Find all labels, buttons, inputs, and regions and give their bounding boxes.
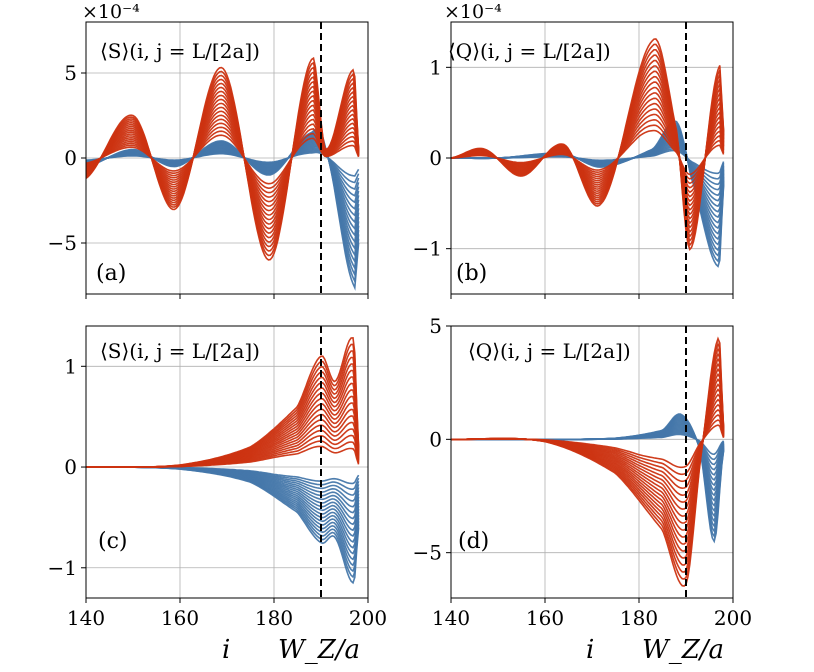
panel-d-xtick-label: 160 [526, 606, 564, 630]
panel-a-frame [85, 21, 369, 295]
panel-b-annotation: ⟨Q⟩(i, j = L/[2a]) [448, 39, 611, 63]
panel-d-red-curve [451, 357, 725, 559]
panel-a-annotation: ⟨S⟩(i, j = L/[2a]) [100, 39, 260, 63]
panel-a-red-curve [86, 61, 360, 257]
panel-d-red-curve [451, 352, 725, 566]
panel-a-ytick-label: 0 [64, 146, 77, 170]
panel-a-red-curve [86, 71, 360, 248]
panel-d-annotation: ⟨Q⟩(i, j = L/[2a]) [468, 339, 631, 363]
panel-a-red-curve [86, 118, 360, 203]
panel-c-frame [85, 325, 369, 599]
panel-b-ytick-label: −1 [413, 237, 442, 261]
panel-d-frame [450, 325, 734, 599]
panel-c-red-curve [86, 356, 360, 468]
panel-d-label: (d) [458, 529, 489, 554]
panel-a-red-curve [86, 113, 360, 207]
panel-b-curves [451, 38, 725, 268]
panel-a-red-curve [86, 130, 360, 190]
panel-a-red-curve [86, 122, 360, 198]
panel-a-blue-curve [86, 128, 360, 291]
panel-a-blue-curve [86, 147, 360, 197]
panel-b-label: (b) [456, 261, 487, 286]
panel-c-annotation: ⟨S⟩(i, j = L/[2a]) [100, 339, 260, 363]
panel-c-label: (c) [98, 529, 128, 554]
panel-a-red-curve [86, 109, 360, 212]
panel-c-ytick-label: −1 [48, 556, 77, 580]
panel-c-red-curve [86, 389, 360, 468]
panel-c-ytick-label: 1 [64, 354, 77, 378]
panel-c-xtick-label: 200 [349, 606, 387, 630]
panel-d-red-curve [451, 346, 725, 573]
panel-d-red-curve [451, 336, 725, 587]
panel-c-xtick-label: 140 [67, 606, 105, 630]
panel-a-label: (a) [96, 261, 126, 286]
panel-a-red-curve [86, 94, 360, 225]
panel-b-scale-label: ×10⁻⁴ [444, 1, 502, 23]
panel-c-curves [86, 337, 360, 585]
panel-a-red-curve [86, 85, 360, 234]
panel-d-xtick-label: 140 [432, 606, 470, 630]
panel-d: 140 160 180 200 −5 0 5 ⟨Q⟩(i, j = L/[2a]) (d) [413, 314, 753, 630]
panel-c-red-curve [86, 350, 360, 468]
panel-a-red-curve [86, 80, 360, 239]
panel-c-red-curve [86, 337, 360, 468]
panel-d-ytick-label: 0 [429, 427, 442, 451]
panel-c-xtick-label: 160 [161, 606, 199, 630]
panel-c-red-curve [86, 376, 360, 468]
x-axis-label-wz-right: W_Z/a [642, 635, 724, 665]
panel-b-ytick-label: 1 [429, 55, 442, 79]
x-axis-label-i-right: i [586, 635, 594, 665]
panel-a-red-curve [86, 126, 360, 194]
panel-c: 140 160 180 200 −1 0 1 ⟨S⟩(i, j = L/[2a]) (c) [48, 325, 387, 630]
panel-d-ytick-label: 5 [429, 314, 442, 338]
panel-b: −1 0 1 ×10⁻⁴ ⟨Q⟩(i, j = L/[2a]) (b) [413, 1, 734, 299]
panel-a-curves [86, 56, 360, 291]
panel-b-frame [450, 21, 734, 295]
panel-a-blue-curve [86, 146, 360, 204]
panel-a: −5 0 5 ×10⁻⁴ ⟨S⟩(i, j = L/[2a]) (a) [48, 1, 369, 299]
panel-d-xtick-label: 200 [714, 606, 752, 630]
panel-a-red-curve [86, 104, 360, 216]
panel-a-red-curve [86, 66, 360, 252]
panel-a-scale-label: ×10⁻⁴ [82, 1, 140, 23]
panel-b-ytick-label: 0 [429, 146, 442, 170]
panel-d-curves [451, 336, 725, 587]
panel-a-red-curve [86, 75, 360, 243]
panel-a-ytick-label: −5 [48, 231, 77, 255]
panel-d-ytick-label: −5 [413, 541, 442, 565]
panel-a-red-curve [86, 99, 360, 221]
x-axis-label-wz-left: W_Z/a [278, 635, 360, 665]
panel-c-ytick-label: 0 [64, 455, 77, 479]
panel-d-xtick-label: 180 [620, 606, 658, 630]
x-axis-label-i-left: i [222, 635, 230, 665]
panel-c-xtick-label: 180 [255, 606, 293, 630]
panel-c-red-curve [86, 369, 360, 468]
panel-a-red-curve [86, 56, 360, 261]
panel-a-ytick-label: 5 [64, 61, 77, 85]
panel-a-red-curve [86, 90, 360, 230]
panel-a-red-curve [86, 134, 360, 185]
panel-b-red-curve [451, 38, 725, 252]
